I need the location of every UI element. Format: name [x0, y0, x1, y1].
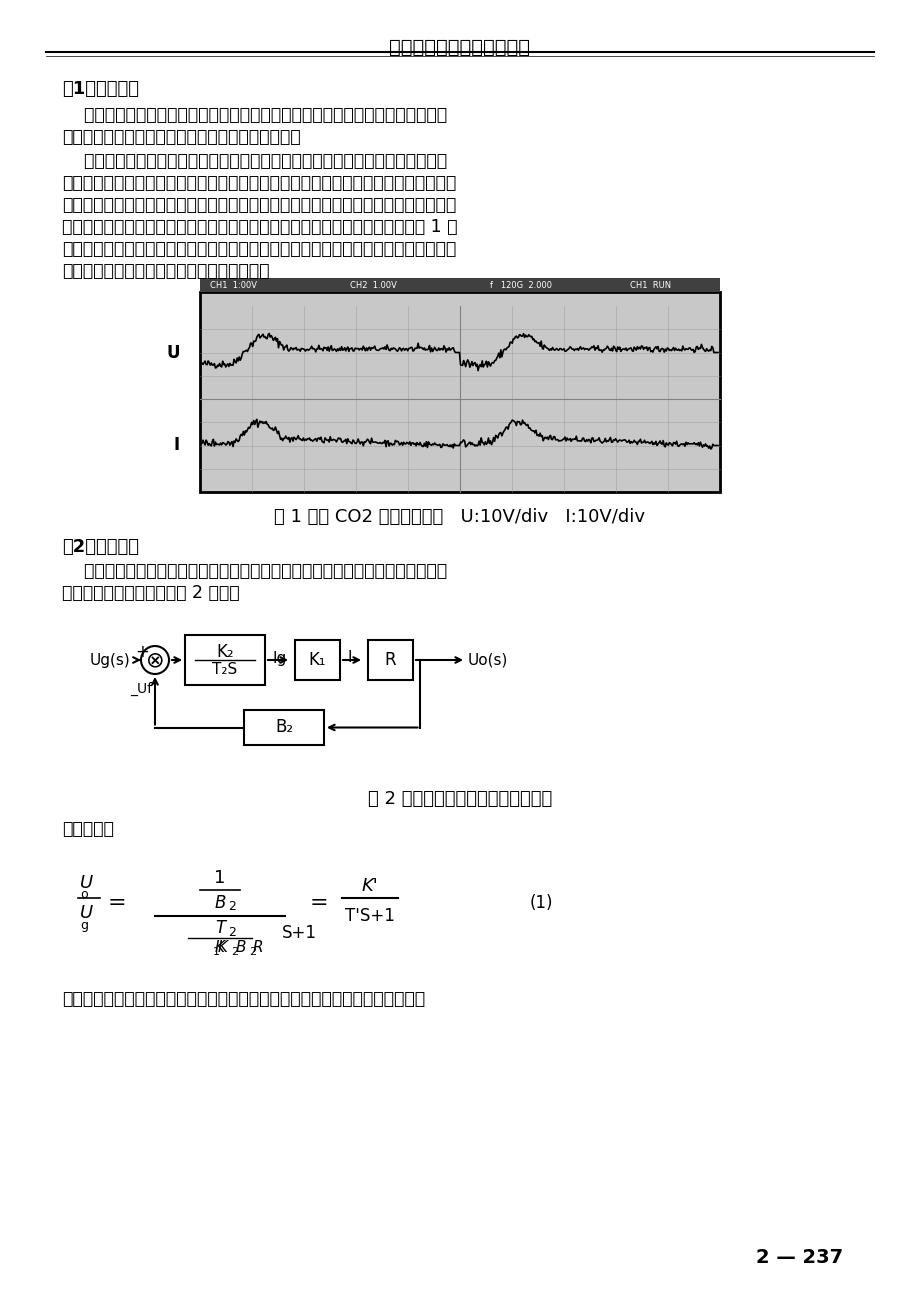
- Text: Ug(s): Ug(s): [90, 653, 130, 667]
- Text: K₁: K₁: [309, 651, 326, 670]
- Text: 2: 2: [249, 947, 255, 957]
- Text: Ig: Ig: [273, 650, 287, 666]
- Bar: [244, 710, 323, 746]
- Text: CH1  RUN: CH1 RUN: [630, 280, 670, 289]
- Text: =: =: [108, 893, 127, 913]
- Text: o: o: [80, 889, 87, 902]
- Text: （1）短路控制: （1）短路控制: [62, 80, 139, 98]
- Text: 图 2 带电子电抗器的恒压电源结构图: 图 2 带电子电抗器的恒压电源结构图: [368, 789, 551, 808]
- Text: 当短路发生后，电流并不立即上升，而是滞后一段时间。这样可使短路初期电流: 当短路发生后，电流并不立即上升，而是滞后一段时间。这样可使短路初期电流: [62, 152, 447, 170]
- Text: B: B: [235, 940, 246, 956]
- Text: 第九次全国焊接会议论文集: 第九次全国焊接会议论文集: [389, 37, 530, 57]
- Text: 会产生瞬时短路，却有利于形成颈缩。之后使电流沿一斜率较小的直线上升，则可以在: 会产生瞬时短路，却有利于形成颈缩。之后使电流沿一斜率较小的直线上升，则可以在: [62, 196, 456, 214]
- Bar: [185, 635, 265, 685]
- Text: 1: 1: [213, 947, 220, 957]
- Text: 由图可得：: 由图可得：: [62, 820, 114, 839]
- Text: K': K': [361, 877, 378, 895]
- Text: CH2  1.00V: CH2 1.00V: [349, 280, 396, 289]
- Text: K₂: K₂: [216, 642, 233, 660]
- Text: =: =: [310, 893, 328, 913]
- Text: U: U: [80, 875, 93, 891]
- Bar: [199, 279, 720, 292]
- Text: K: K: [218, 940, 228, 956]
- Bar: [368, 640, 413, 680]
- Text: I: I: [347, 650, 352, 666]
- Text: 当判断焊接过程处于短路状态时，使电流给定信号沿某一设定曲线上升，从而控: 当判断焊接过程处于短路状态时，使电流给定信号沿某一设定曲线上升，从而控: [62, 106, 447, 124]
- Text: K: K: [215, 940, 225, 956]
- Text: 1: 1: [214, 869, 225, 888]
- Text: 由上式可知，在控制电路中串入一积分环节，则其传输函数和传统晶闸管整流式: 由上式可知，在控制电路中串入一积分环节，则其传输函数和传统晶闸管整流式: [62, 989, 425, 1007]
- Text: 流的下降速度。其结构如图 2 所示：: 流的下降速度。其结构如图 2 所示：: [62, 584, 239, 602]
- Text: 2: 2: [228, 925, 235, 939]
- Text: g: g: [80, 918, 88, 931]
- Text: T₂S: T₂S: [212, 663, 237, 677]
- Text: B: B: [214, 894, 225, 912]
- Text: T: T: [215, 918, 225, 937]
- Text: 短路峰值电流不太高的情况下，发生小桥爆断而减小正常短路飞溅。其波形如图 1 所: 短路峰值电流不太高的情况下，发生小桥爆断而减小正常短路飞溅。其波形如图 1 所: [62, 218, 457, 236]
- Text: +: +: [135, 642, 149, 660]
- Text: U: U: [166, 343, 180, 361]
- Bar: [199, 292, 720, 491]
- Text: I: I: [174, 436, 180, 454]
- Bar: [295, 640, 340, 680]
- Text: (1): (1): [529, 894, 553, 912]
- Text: R: R: [253, 940, 263, 956]
- Text: S+1: S+1: [282, 924, 317, 942]
- Text: Uo(s): Uo(s): [468, 653, 508, 667]
- Text: 2: 2: [228, 900, 235, 913]
- Text: 有人滴飞溅，焯后工作表面清洁，勿需清理。: 有人滴飞溅，焯后工作表面清洁，勿需清理。: [62, 262, 269, 280]
- Text: T'S+1: T'S+1: [345, 907, 394, 925]
- Text: R: R: [384, 651, 396, 670]
- Text: CH1  1:00V: CH1 1:00V: [210, 280, 256, 289]
- Text: f   120G  2.000: f 120G 2.000: [490, 280, 551, 289]
- Text: B₂: B₂: [275, 719, 293, 737]
- Text: 为了提高燃弧能量，改善焊缝成形，这里也采用电子电抗器的方式，控制燃弧电: 为了提高燃弧能量，改善焊缝成形，这里也采用电子电抗器的方式，控制燃弧电: [62, 562, 447, 581]
- Text: 图 1 逆变 CO2 焊机工作波形   U:10V/div   I:10V/div: 图 1 逆变 CO2 焊机工作波形 U:10V/div I:10V/div: [274, 508, 645, 526]
- Text: 2: 2: [231, 947, 238, 957]
- Text: _Uf: _Uf: [130, 682, 152, 697]
- Text: （2）燃弧控制: （2）燃弧控制: [62, 538, 139, 556]
- Text: 制电流的上升速度，实现短路时的电子电抗器作用。: 制电流的上升速度，实现短路时的电子电抗器作用。: [62, 128, 301, 146]
- Text: 示。实验表明，采用这种短路控制方式，可以有效的抑制瞬时短路，焊接过程中几乎没: 示。实验表明，采用这种短路控制方式，可以有效的抑制瞬时短路，焊接过程中几乎没: [62, 240, 456, 258]
- Text: 保持在一较低的水平，熔滴可以柔顺的与熔池接触并摊开。此后短路电流快速上升，不: 保持在一较低的水平，熔滴可以柔顺的与熔池接触并摊开。此后短路电流快速上升，不: [62, 174, 456, 192]
- Text: U: U: [80, 904, 93, 922]
- Text: ⊗: ⊗: [145, 650, 165, 670]
- Text: 2 — 237: 2 — 237: [755, 1247, 843, 1267]
